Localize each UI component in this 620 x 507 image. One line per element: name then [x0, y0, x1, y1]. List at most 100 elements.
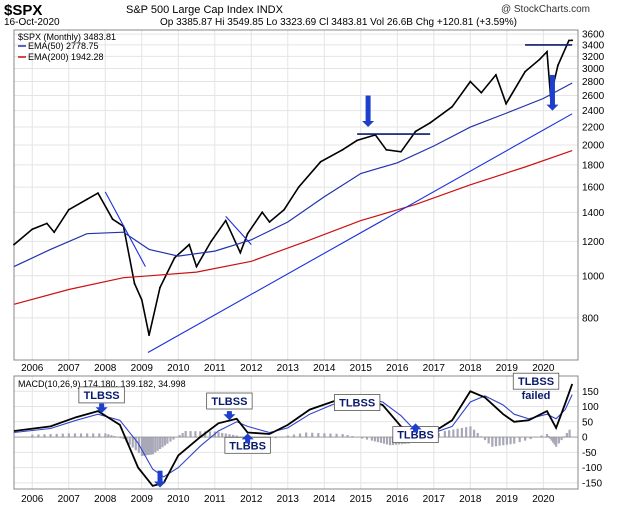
macd-histogram-bar: [292, 434, 296, 438]
price-x-tick-label: 2009: [131, 363, 154, 374]
macd-histogram-bar: [361, 437, 364, 439]
macd-histogram-bar: [494, 437, 498, 447]
price-x-tick-label: 2006: [21, 363, 44, 374]
macd-histogram-bar: [73, 433, 77, 438]
macd-x-tick-label: 2009: [131, 494, 154, 505]
stockcharts-watermark: @ StockCharts.com: [500, 4, 590, 15]
macd-histogram-bar: [389, 437, 392, 446]
price-point: [86, 198, 88, 201]
macd-histogram-bar: [329, 433, 332, 438]
price-point: [429, 121, 432, 124]
macd-histogram-bar: [122, 437, 125, 440]
macd-histogram-bar: [199, 431, 202, 438]
price-point: [557, 64, 559, 67]
macd-histogram-bar: [483, 437, 487, 441]
macd-panel: [13, 383, 578, 487]
macd-signal-line: [13, 394, 573, 478]
price-point: [567, 39, 570, 42]
macd-histogram-bar: [208, 431, 212, 438]
trendline: [104, 191, 146, 267]
macd-histogram-bar: [502, 437, 505, 446]
macd-histogram-bar: [221, 432, 224, 438]
price-point: [195, 265, 198, 268]
macd-histogram-bar: [443, 430, 446, 438]
macd-histogram-bar: [568, 429, 571, 438]
price-x-tick-label: 2013: [277, 363, 300, 374]
price-y-tick-label: 1600: [582, 183, 605, 194]
price-point: [494, 74, 497, 76]
legend-ema200: EMA(200) 1942.28: [28, 52, 104, 62]
price-x-tick-label: 2018: [459, 363, 482, 374]
macd-histogram-bar: [43, 434, 46, 438]
macd-histogram-bar: [565, 433, 569, 438]
macd-histogram-bar: [370, 437, 373, 441]
price-point: [505, 102, 507, 105]
macd-histogram-bar: [550, 437, 553, 441]
macd-histogram-bar: [119, 437, 122, 439]
price-point: [480, 91, 483, 94]
macd-histogram-bar: [92, 433, 95, 438]
macd-histogram-bar: [505, 437, 509, 445]
macd-y-tick-label: 150: [582, 387, 599, 398]
macd-histogram-bar: [144, 437, 147, 456]
annotation-box: [333, 394, 381, 411]
price-point: [148, 334, 150, 337]
macd-histogram-bar: [373, 437, 376, 442]
macd-histogram-bar: [335, 433, 338, 438]
price-x-tick-label: 2014: [313, 363, 336, 374]
macd-histogram-bar: [469, 426, 472, 438]
price-point: [45, 222, 48, 225]
macd-histogram-bar: [460, 427, 463, 438]
macd-histogram-bar: [346, 435, 349, 438]
macd-histogram-bar: [217, 432, 220, 438]
macd-histogram-bar: [184, 430, 187, 438]
price-y-tick-label: 3600: [582, 30, 605, 41]
price-point: [356, 139, 359, 142]
price-point: [239, 251, 242, 254]
price-x-tick-label: 2017: [423, 363, 446, 374]
price-y-tick-label: 2400: [582, 106, 605, 117]
macd-x-tick-label: 2013: [277, 494, 300, 505]
annotation-arrow-head: [409, 423, 422, 430]
macd-histogram-bar: [286, 435, 289, 438]
macd-histogram-bar: [513, 437, 516, 444]
macd-histogram-bar: [181, 433, 184, 438]
annotation-arrow-head: [241, 433, 254, 440]
macd-x-tick-label: 2018: [459, 494, 482, 505]
macd-histogram-bar: [555, 437, 558, 447]
price-point: [67, 208, 70, 211]
macd-histogram-bar: [55, 433, 58, 438]
macd-y-tick-label: 50: [582, 417, 594, 428]
macd-histogram-bar: [98, 433, 101, 438]
macd-x-tick-label: 2008: [94, 494, 117, 505]
macd-histogram-bar: [154, 437, 157, 453]
macd-x-tick-label: 2019: [496, 494, 519, 505]
price-point: [524, 70, 526, 73]
macd-histogram-bar: [142, 437, 145, 456]
price-y-tick-label: 2600: [582, 91, 605, 102]
macd-histogram-bar: [49, 434, 52, 438]
macd-x-tick-label: 2017: [423, 494, 446, 505]
annotation-box: [206, 392, 253, 410]
macd-histogram-bar: [487, 437, 490, 444]
macd-histogram-bar: [235, 435, 238, 438]
annotation-label: TLBSS: [339, 398, 375, 410]
annotation-label: failed: [522, 390, 551, 402]
macd-x-tick-label: 2011: [204, 494, 226, 505]
macd-histogram-bar: [79, 433, 83, 438]
macd-x-tick-label: 2014: [313, 494, 336, 505]
price-x-tick-label: 2020: [532, 363, 555, 374]
annotations: TLBSS TLBSS TLBBS TLBSS TLBBS TLBSS failed: [78, 74, 560, 488]
price-point: [97, 192, 99, 195]
macd-histogram-bar: [61, 433, 64, 438]
macd-line: [13, 383, 574, 487]
macd-x-tick-label: 2006: [21, 494, 44, 505]
price-grid: [14, 30, 578, 360]
macd-x-tick-label: 2016: [386, 494, 409, 505]
macd-histogram-bar: [169, 437, 172, 442]
macd-histogram-bar: [379, 437, 383, 443]
macd-x-tick-label: 2010: [167, 494, 190, 505]
price-point: [210, 240, 213, 243]
macd-y-tick-label: -100: [582, 463, 602, 474]
macd-histogram-bar: [134, 437, 137, 451]
